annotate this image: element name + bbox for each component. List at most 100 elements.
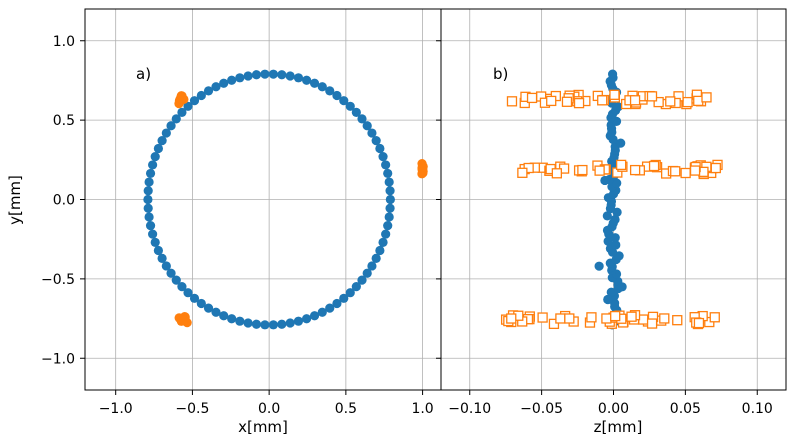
scatter-point: [518, 168, 527, 177]
scatter-point: [385, 177, 394, 186]
scatter-point: [711, 164, 720, 173]
scatter-point: [383, 221, 392, 230]
panel-a-x-ticks: −1.0 −0.5 0.0 0.5 1.0: [99, 390, 434, 417]
x-tick-label: −0.5: [175, 401, 209, 417]
scatter-point: [277, 320, 286, 329]
scatter-point: [603, 295, 612, 304]
scatter-point: [383, 169, 392, 178]
panel-b-x-ticks: −0.10 −0.05 0.00 0.05 0.10: [448, 390, 773, 417]
scatter-point: [666, 97, 675, 106]
scatter-point: [252, 320, 261, 329]
scatter-point: [146, 221, 155, 230]
scatter-point: [595, 262, 604, 271]
scatter-point: [562, 97, 571, 106]
scatter-point: [243, 318, 252, 327]
x-tick-label: 1.0: [411, 401, 433, 417]
x-tick-label: 0.00: [598, 401, 629, 417]
scatter-point: [378, 152, 387, 161]
scatter-point: [310, 79, 319, 88]
scatter-point: [148, 160, 157, 169]
panel-b: −0.10 −0.05 0.00 0.05 0.10 b) z[mm]: [436, 9, 786, 436]
scatter-point: [627, 312, 636, 321]
x-tick-label: 0.10: [742, 401, 773, 417]
scatter-point: [385, 204, 394, 213]
scatter-point: [552, 169, 561, 178]
scatter-point: [144, 204, 153, 213]
scatter-point: [611, 312, 620, 321]
scatter-point: [227, 314, 236, 323]
x-tick-label: 0.5: [335, 401, 357, 417]
scatter-point: [151, 238, 160, 247]
x-tick-label: −0.10: [448, 401, 491, 417]
scatter-point: [235, 317, 244, 326]
scatter-point: [372, 254, 381, 263]
scatter-point: [648, 319, 657, 328]
y-tick-label: 1.0: [53, 34, 75, 50]
scatter-point: [598, 96, 607, 105]
scatter-point: [595, 166, 604, 175]
scatter-point: [608, 69, 617, 78]
scatter-point: [631, 166, 640, 175]
scatter-point: [386, 195, 395, 204]
scatter-point: [547, 96, 556, 105]
scatter-point: [158, 136, 167, 145]
panel-b-y-ticks: [436, 41, 441, 359]
scatter-point: [694, 319, 703, 328]
scatter-point: [277, 70, 286, 79]
scatter-point: [177, 91, 186, 100]
scatter-point: [235, 73, 244, 82]
scatter-point: [556, 314, 565, 323]
scatter-point: [144, 212, 153, 221]
scatter-point: [610, 90, 619, 99]
scatter-point: [538, 313, 547, 322]
x-tick-label: −0.05: [520, 401, 563, 417]
scatter-point: [710, 313, 719, 322]
scatter-point: [691, 166, 700, 175]
scatter-point: [683, 98, 692, 107]
scatter-point: [618, 282, 627, 291]
scatter-point: [286, 71, 295, 80]
scatter-point: [148, 229, 157, 238]
scatter-point: [507, 97, 516, 106]
scatter-point: [650, 162, 659, 171]
panel-a-x-axis-label: x[mm]: [238, 418, 288, 436]
scatter-point: [419, 167, 428, 176]
scatter-point: [375, 246, 384, 255]
scatter-point: [631, 96, 640, 105]
scatter-point: [269, 70, 278, 79]
scatter-point: [143, 195, 152, 204]
scatter-point: [673, 316, 682, 325]
scatter-point: [385, 186, 394, 195]
scatter-point: [269, 320, 278, 329]
scatter-point: [219, 311, 228, 320]
scatter-point: [302, 76, 311, 85]
scatter-point: [260, 320, 269, 329]
scatter-point: [154, 246, 163, 255]
scatter-point: [294, 317, 303, 326]
panel-b-label: b): [493, 65, 508, 83]
y-tick-label: 0.0: [53, 193, 75, 209]
scatter-point: [385, 212, 394, 221]
scatter-point: [587, 313, 596, 322]
y-tick-label: −1.0: [41, 351, 75, 367]
scatter-point: [702, 93, 711, 102]
scatter-point: [144, 177, 153, 186]
panel-b-x-axis-label: z[mm]: [594, 418, 643, 436]
scatter-point: [151, 152, 160, 161]
scatter-point: [575, 99, 584, 108]
scatter-point: [154, 144, 163, 153]
y-tick-label: −0.5: [41, 272, 75, 288]
panel-a-label: a): [136, 65, 151, 83]
scatter-point: [179, 316, 188, 325]
scatter-point: [144, 186, 153, 195]
scatter-point: [671, 167, 680, 176]
scatter-point: [243, 71, 252, 80]
scatter-point: [602, 314, 611, 323]
x-tick-label: 0.0: [258, 401, 280, 417]
scatter-point: [381, 160, 390, 169]
scatter-point: [617, 160, 626, 169]
scatter-point: [660, 314, 669, 323]
scatter-point: [381, 229, 390, 238]
scatter-point: [227, 76, 236, 85]
